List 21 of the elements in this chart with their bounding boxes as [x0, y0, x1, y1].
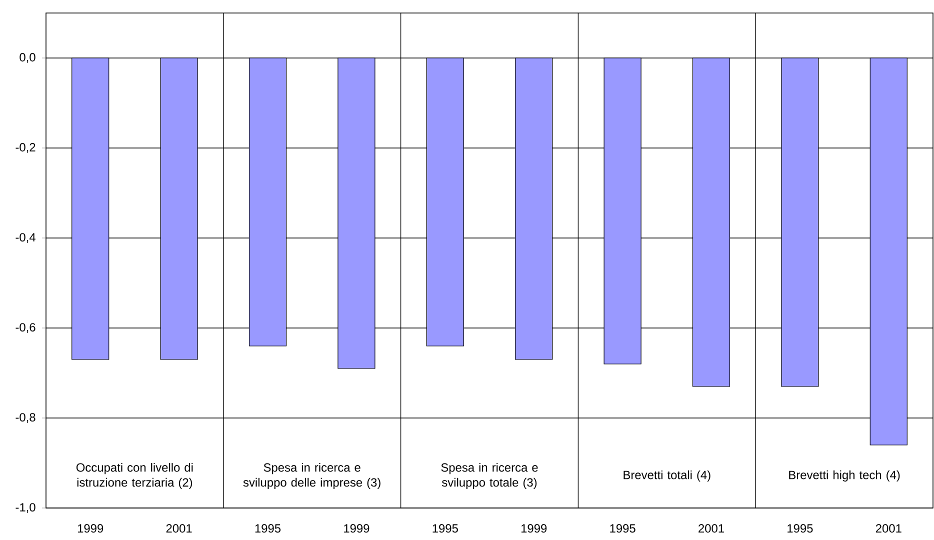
annotation: Occupati con livello di istruzione terziaria (2)	[76, 462, 193, 490]
x-tick-label: 1995	[610, 524, 636, 533]
y-tick-label: -0,6	[16, 323, 36, 333]
x-tick-label: 1995	[432, 524, 458, 533]
x-tick-label: 2001	[698, 524, 724, 533]
x-tick-label: 1995	[255, 524, 281, 533]
y-tick-label: -1,0	[16, 503, 36, 513]
annotation: Brevetti totali (4)	[624, 470, 710, 482]
annotation: Spesa in ricerca e sviluppo delle imprese (3)	[243, 462, 380, 490]
x-tick-label: 1999	[344, 524, 370, 533]
x-tick-label: 1999	[78, 524, 104, 533]
annotation: Spesa in ricerca e sviluppo totale (3)	[441, 462, 538, 490]
x-tick-label: 2001	[166, 524, 192, 533]
y-tick-label: -0,2	[16, 143, 36, 153]
x-tick-label: 1999	[521, 524, 547, 533]
y-tick-label: -0,8	[16, 413, 36, 423]
annotation: Brevetti high tech (4)	[789, 470, 900, 482]
x-tick-label: 1995	[788, 524, 813, 533]
x-tick-label: 2001	[876, 524, 902, 533]
y-tick-label: -0,4	[16, 233, 36, 243]
y-tick-label: 0,0	[20, 53, 36, 63]
